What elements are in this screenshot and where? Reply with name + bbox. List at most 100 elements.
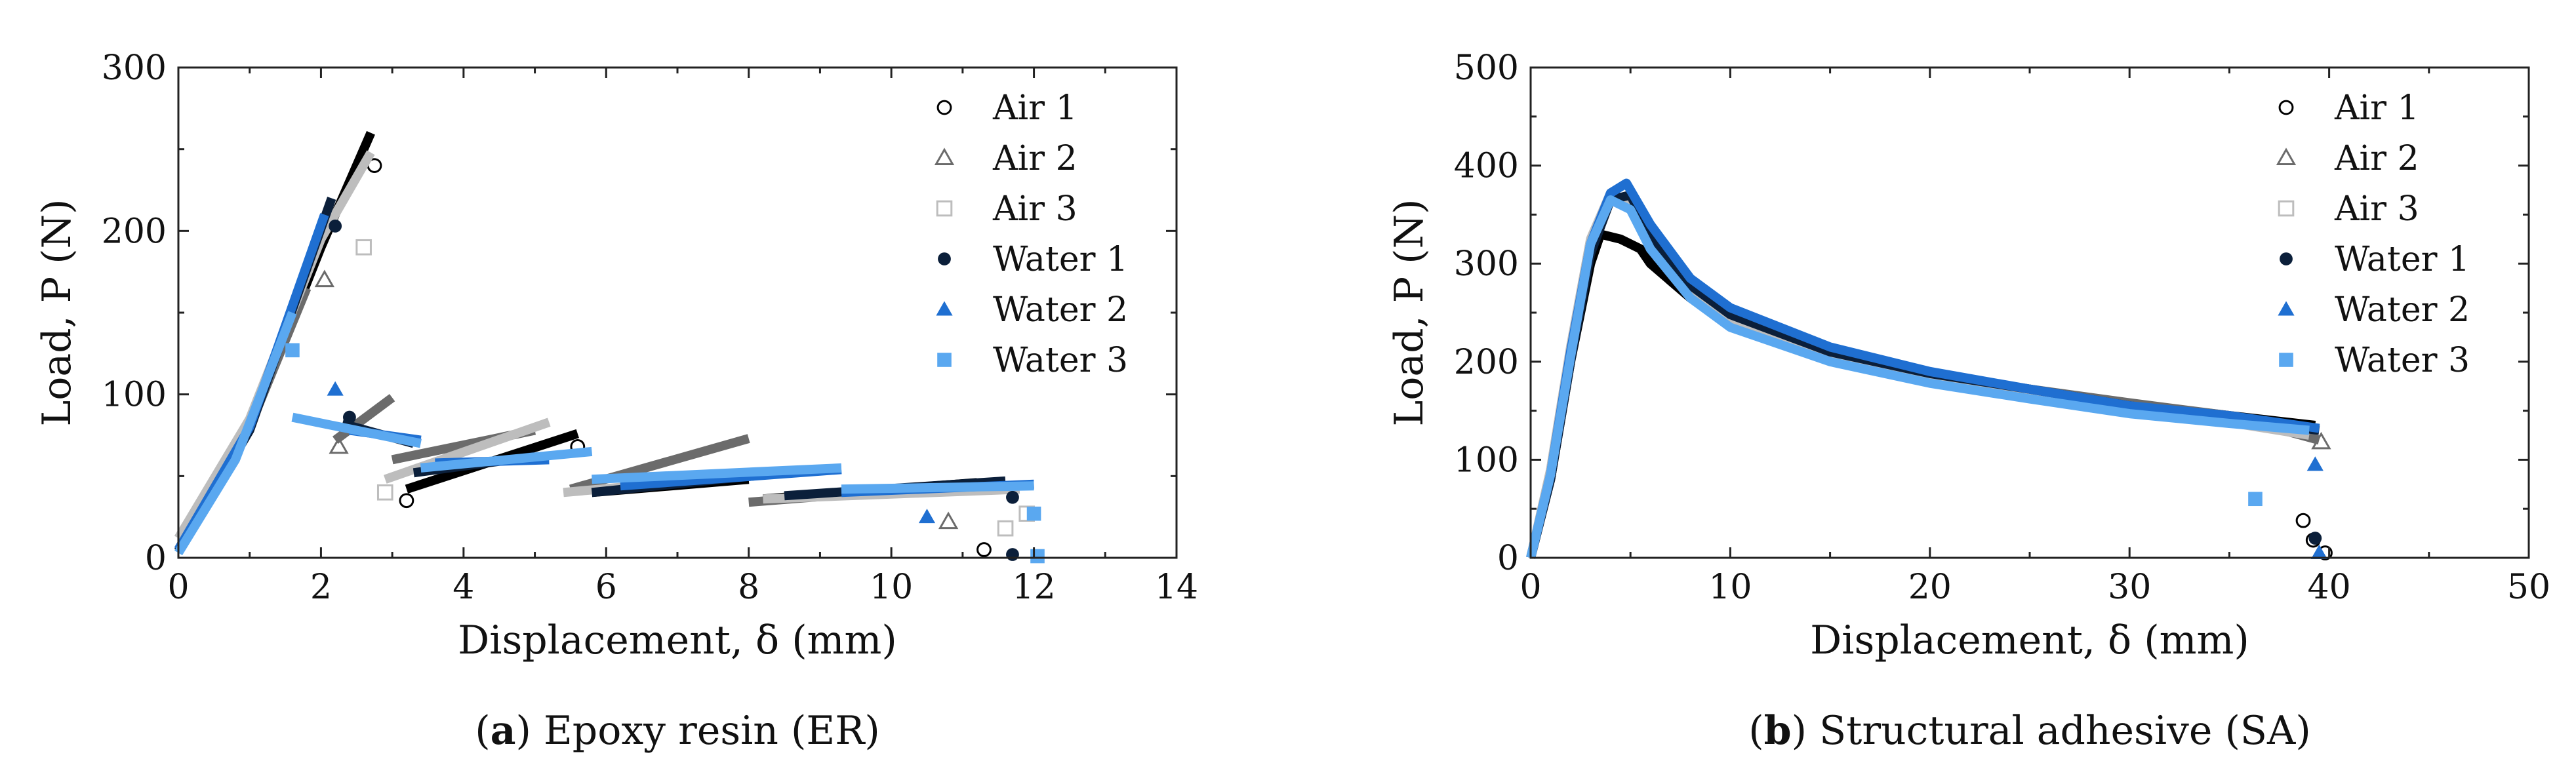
x-tick-label: 50: [2507, 568, 2550, 607]
data-point: [918, 509, 936, 524]
data-point: [2248, 492, 2263, 507]
y-tick-label: 0: [1497, 539, 1519, 578]
legend-label: Air 3: [2334, 189, 2419, 229]
legend: Air 1 Air 2 Air 3 Water 1 Water 2 Water 3: [934, 88, 1128, 380]
series-water-2: [174, 213, 1034, 553]
y-axis-label: Load, P (N): [1386, 199, 1432, 426]
x-axis-label: Displacement, δ (mm): [458, 617, 897, 663]
series-water-3: [1526, 195, 2310, 559]
data-point: [355, 239, 372, 256]
data-point: [2310, 544, 2327, 559]
y-tick-label: 300: [1454, 244, 1519, 284]
legend-marker: [2280, 252, 2293, 265]
series-water-1: [174, 197, 1019, 561]
legend-marker: [937, 353, 952, 367]
legend-marker: [2278, 100, 2294, 115]
caption-text: Structural adhesive (SA): [1807, 708, 2311, 754]
legend-label: Air 2: [992, 139, 1077, 178]
data-point: [1026, 506, 1041, 521]
series-line: [841, 481, 1034, 494]
y-tick-label: 400: [1454, 147, 1519, 186]
y-axis-label: Load, P (N): [34, 199, 80, 426]
x-tick-label: 4: [453, 568, 474, 607]
series-line: [1526, 229, 2316, 559]
caption-paren: (: [475, 708, 490, 754]
caption-paren: ): [516, 708, 531, 754]
chart-panel-b: 0 10 20 30 40 500100200300400500Displacement,…: [1386, 49, 2550, 754]
y-tick-label: 500: [1454, 49, 1519, 88]
series-line: [291, 412, 422, 448]
legend-marker: [934, 147, 955, 165]
data-point: [2306, 456, 2324, 471]
data-point: [997, 520, 1014, 537]
data-point: [2308, 532, 2322, 545]
legend: Air 1 Air 2 Air 3 Water 1 Water 2 Water 3: [2276, 88, 2470, 380]
x-tick-label: 2: [310, 568, 332, 607]
data-point: [1006, 548, 1019, 561]
panel-caption: (b) Structural adhesive (SA): [1748, 708, 2311, 754]
legend-label: Air 1: [2334, 88, 2419, 128]
data-point: [327, 381, 344, 396]
data-point: [399, 493, 414, 509]
data-point: [2295, 513, 2311, 528]
x-tick-label: 12: [1012, 568, 1055, 607]
data-point: [1006, 490, 1019, 504]
legend-label: Water 1: [2335, 240, 2470, 279]
x-tick-label: 14: [1155, 568, 1198, 607]
series-air-1: [1526, 229, 2333, 560]
x-tick-label: 20: [1908, 568, 1952, 607]
caption-letter: a: [491, 708, 516, 754]
chart-panel-a: 0 2 4 6 8 10 12 14 0 100 200 300 Displacement, δ (mm…: [34, 49, 1198, 754]
x-axis-label: Displacement, δ (mm): [1810, 617, 2249, 663]
legend-marker: [2279, 353, 2293, 367]
legend-label: Air 2: [2334, 139, 2419, 178]
series-line: [1526, 195, 2310, 559]
caption-paren: (: [1748, 708, 1763, 754]
y-tick-label: 0: [145, 539, 167, 578]
legend-marker: [936, 100, 952, 115]
caption-letter: b: [1764, 708, 1792, 754]
data-point: [376, 484, 393, 501]
x-tick-label: 0: [167, 568, 189, 607]
y-tick-label: 100: [1454, 440, 1519, 480]
legend-label: Water 2: [2335, 290, 2470, 330]
legend-marker: [2276, 147, 2297, 165]
data-point: [976, 542, 992, 557]
y-tick-label: 200: [102, 212, 167, 251]
data-point: [1030, 549, 1045, 564]
x-tick-label: 8: [738, 568, 759, 607]
x-tick-label: 6: [595, 568, 617, 607]
legend-label: Water 3: [2335, 341, 2470, 380]
legend-marker: [2278, 301, 2295, 316]
data-point: [938, 511, 959, 530]
legend-label: Air 3: [992, 189, 1077, 229]
series-line: [420, 446, 593, 473]
data-point: [314, 269, 335, 288]
x-tick-label: 40: [2308, 568, 2351, 607]
x-tick-label: 10: [870, 568, 913, 607]
legend-marker: [2278, 200, 2295, 217]
y-tick-label: 100: [102, 376, 167, 415]
panel-caption: (a) Epoxy resin (ER): [475, 708, 880, 754]
legend-marker: [936, 301, 953, 316]
caption-text: Epoxy resin (ER): [531, 708, 880, 754]
series-water-3: [174, 311, 1045, 564]
data-point: [2311, 431, 2331, 450]
legend-label: Water 3: [993, 341, 1128, 380]
series-line: [383, 418, 551, 484]
y-tick-label: 300: [102, 49, 167, 88]
y-tick-label: 200: [1454, 343, 1519, 382]
legend-marker: [938, 252, 951, 265]
data-point: [329, 436, 349, 454]
legend-label: Water 1: [993, 240, 1128, 279]
data-point: [329, 219, 342, 233]
caption-paren: ): [1792, 708, 1807, 754]
legend-label: Air 1: [992, 88, 1077, 128]
legend-marker: [936, 200, 953, 217]
series-line: [332, 394, 395, 444]
data-point: [343, 410, 356, 424]
x-tick-label: 30: [2108, 568, 2151, 607]
data-point: [285, 343, 300, 358]
x-tick-label: 0: [1519, 568, 1541, 607]
legend-label: Water 2: [993, 290, 1128, 330]
